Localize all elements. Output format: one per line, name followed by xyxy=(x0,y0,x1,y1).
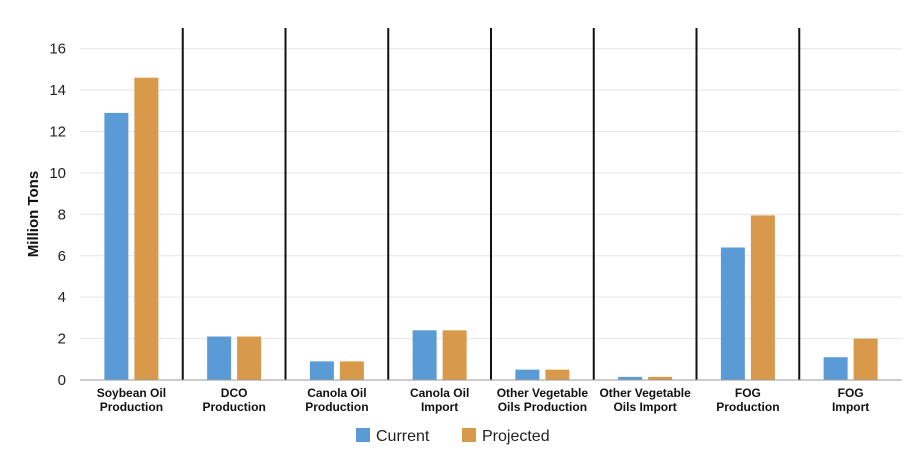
bar-current xyxy=(823,357,848,380)
legend-swatch xyxy=(356,428,370,442)
y-tick-label: 2 xyxy=(58,331,66,348)
bar-projected xyxy=(237,336,262,380)
category-label: Canola Oil Production xyxy=(305,386,368,414)
y-tick-label: 0 xyxy=(58,372,66,389)
legend-label: Projected xyxy=(482,428,550,445)
category-label: Other Vegetable Oils Import xyxy=(599,386,691,414)
bar-projected xyxy=(134,77,159,380)
legend-label: Current xyxy=(376,428,430,445)
bar-current xyxy=(515,369,540,380)
y-axis-ticks: 0 2 4 6 8 10 12 14 16 xyxy=(49,41,66,389)
legend: Current Projected xyxy=(356,428,550,445)
category-label: FOG Production xyxy=(716,386,779,414)
bar-current xyxy=(104,112,129,381)
y-axis-title: Million Tons xyxy=(25,171,42,257)
bar-current xyxy=(720,247,745,380)
category-label: FOG Import xyxy=(832,386,869,414)
y-tick-label: 10 xyxy=(49,165,66,182)
legend-swatch xyxy=(462,428,476,442)
y-tick-label: 8 xyxy=(58,206,66,223)
bar-current xyxy=(412,330,437,380)
x-axis-labels: Soybean Oil Production DCO Production Canola… xyxy=(97,386,870,414)
y-tick-label: 14 xyxy=(49,82,66,99)
y-tick-label: 6 xyxy=(58,248,66,265)
bar-projected xyxy=(750,215,775,380)
category-separators xyxy=(181,28,801,380)
category-label: Soybean Oil Production xyxy=(97,386,166,414)
bar-projected xyxy=(339,361,364,380)
bar-projected xyxy=(853,338,878,380)
category-label: Canola Oil Import xyxy=(410,386,469,414)
bars xyxy=(104,77,878,381)
y-tick-label: 12 xyxy=(49,124,66,141)
bar-projected xyxy=(545,369,570,380)
bar-projected xyxy=(442,330,467,380)
bar-current xyxy=(618,376,643,380)
bar-current xyxy=(309,361,334,380)
bar-current xyxy=(207,336,232,380)
category-label: DCO Production xyxy=(202,386,265,414)
category-label: Other Vegetable Oils Production xyxy=(497,386,589,414)
y-tick-label: 4 xyxy=(58,289,66,306)
bar-projected xyxy=(648,376,673,380)
y-tick-label: 16 xyxy=(49,41,66,58)
